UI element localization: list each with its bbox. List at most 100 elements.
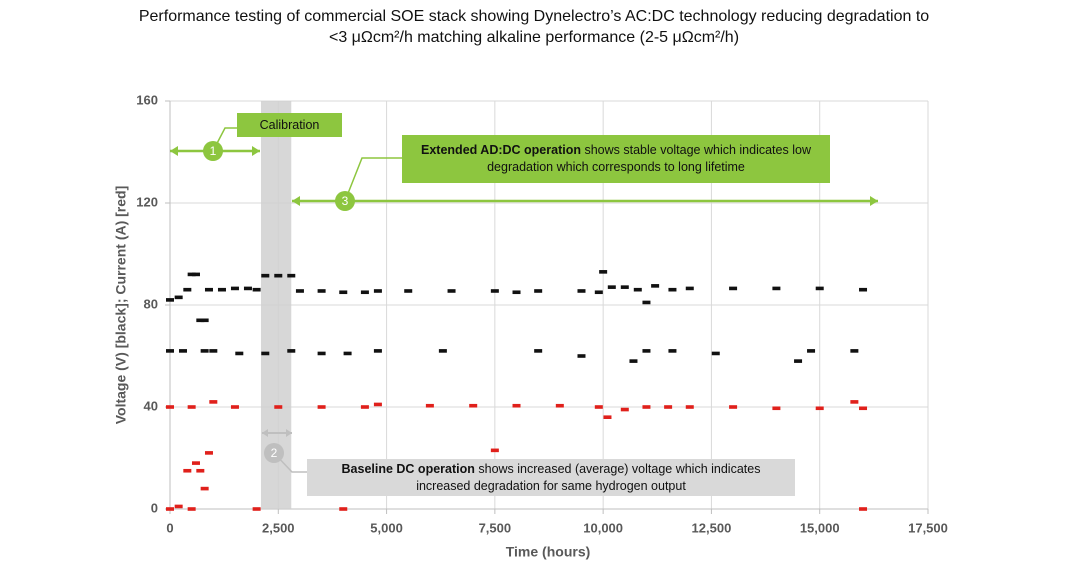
arrow-head: [292, 196, 300, 206]
x-tick-label: 7,500: [479, 520, 512, 535]
data-point: [685, 405, 694, 409]
data-point: [187, 507, 196, 511]
data-point: [772, 406, 781, 411]
data-point: [166, 507, 174, 511]
data-point: [183, 287, 192, 292]
data-point: [668, 349, 677, 353]
data-point: [166, 349, 174, 353]
data-point: [577, 354, 586, 358]
data-point: [191, 272, 200, 277]
data-point: [642, 349, 651, 353]
data-point: [174, 295, 183, 300]
data-point: [512, 403, 521, 408]
data-point: [859, 287, 868, 292]
y-tick-label: 0: [151, 500, 158, 515]
arrow-head: [252, 146, 260, 156]
data-point: [373, 349, 382, 353]
data-point: [629, 359, 638, 363]
arrow-head: [170, 146, 178, 156]
x-tick-label: 15,000: [800, 520, 840, 535]
x-tick-label: 0: [166, 520, 173, 535]
data-point: [166, 405, 174, 409]
arrow-head: [286, 429, 292, 437]
data-point: [447, 289, 456, 293]
data-point: [469, 403, 478, 408]
connector: [344, 157, 402, 202]
data-point: [274, 405, 283, 409]
data-point: [859, 507, 868, 511]
data-point: [642, 405, 651, 409]
data-point: [850, 400, 859, 404]
data-point: [534, 289, 543, 293]
data-point: [490, 289, 499, 293]
y-tick-label: 80: [144, 296, 158, 311]
annotation-text: Baseline DC operation shows increased (a…: [315, 461, 787, 495]
data-point: [166, 298, 174, 302]
data-point: [729, 286, 738, 291]
data-point: [577, 289, 586, 293]
data-point: [187, 272, 196, 277]
data-point: [555, 403, 564, 408]
data-point: [794, 359, 803, 363]
data-point: [404, 289, 413, 293]
data-point: [373, 289, 382, 293]
x-tick-label: 5,000: [370, 520, 403, 535]
annotation-text: Calibration: [259, 117, 320, 132]
marker-label: 1: [210, 144, 217, 158]
data-point: [859, 406, 868, 411]
data-point: [594, 405, 603, 409]
data-point: [235, 351, 244, 356]
data-point: [196, 318, 205, 323]
annotation-box: Calibration: [237, 113, 342, 137]
annotation-text: shows stable voltage which indicates low…: [487, 143, 811, 174]
data-point: [230, 405, 239, 409]
data-point: [664, 405, 673, 409]
data-point: [815, 406, 824, 411]
data-point: [178, 349, 187, 353]
data-point: [261, 351, 270, 356]
data-point: [603, 415, 612, 419]
data-point: [607, 285, 616, 289]
y-tick-label: 160: [136, 92, 158, 107]
chart-title: Performance testing of commercial SOE st…: [138, 8, 930, 46]
x-tick-label: 10,000: [583, 520, 623, 535]
x-tick-label: 17,500: [908, 520, 948, 535]
data-point: [287, 273, 296, 278]
data-point: [599, 270, 608, 274]
annotation-bold: Baseline DC operation: [341, 461, 475, 476]
data-point: [191, 461, 200, 465]
marker-circle: [264, 443, 284, 463]
data-point: [183, 468, 192, 473]
x-axis-label: Time (hours): [506, 544, 591, 560]
data-point: [317, 289, 326, 293]
y-tick-label: 40: [144, 398, 158, 413]
data-point: [807, 349, 816, 353]
data-point: [209, 349, 218, 353]
arrow-head: [870, 196, 878, 206]
arrow-head: [262, 429, 268, 437]
data-point: [343, 351, 352, 356]
data-point: [668, 287, 677, 292]
data-point: [651, 284, 660, 288]
data-point: [295, 289, 304, 293]
data-point: [850, 349, 859, 353]
data-point: [620, 285, 629, 289]
annotation-text: Extended AD:DC operation shows stable vo…: [410, 142, 822, 176]
data-point: [252, 507, 261, 511]
annotation-bold: Extended AD:DC operation: [421, 143, 581, 157]
marker-circle: [203, 141, 223, 161]
data-point: [187, 405, 196, 409]
data-point: [534, 349, 543, 353]
data-point: [633, 287, 642, 292]
data-point: [230, 286, 239, 291]
data-point: [594, 290, 603, 295]
marker-circle: [335, 191, 355, 211]
data-point: [200, 318, 209, 323]
data-point: [174, 504, 183, 509]
marker-label: 2: [271, 446, 278, 460]
data-point: [373, 402, 382, 407]
calibration-region: [260, 101, 292, 509]
data-point: [252, 287, 261, 292]
data-point: [261, 273, 270, 278]
data-point: [204, 451, 213, 455]
